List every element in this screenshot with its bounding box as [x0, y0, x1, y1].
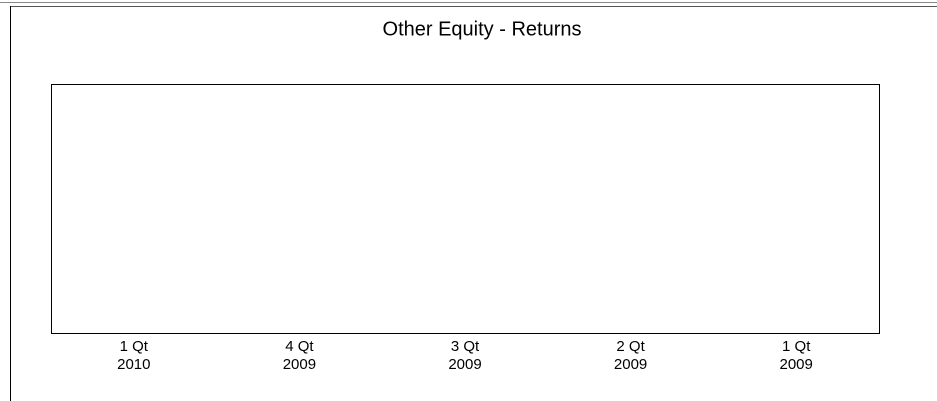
- x-tick-label: 2 Qt: [616, 338, 645, 355]
- x-tick-label: 2009: [614, 356, 647, 373]
- x-tick-label: 1 Qt: [782, 338, 811, 355]
- x-tick-label: 2009: [283, 356, 316, 373]
- x-tick-label: 3 Qt: [451, 338, 480, 355]
- x-tick-label: 2009: [780, 356, 813, 373]
- x-tick-label: 4 Qt: [285, 338, 314, 355]
- x-tick-label: 1 Qt: [120, 338, 149, 355]
- x-tick-label: 2010: [117, 356, 150, 373]
- chart-title: Other Equity - Returns: [383, 18, 582, 40]
- x-tick-label: 2009: [448, 356, 481, 373]
- plot-area: [51, 84, 880, 334]
